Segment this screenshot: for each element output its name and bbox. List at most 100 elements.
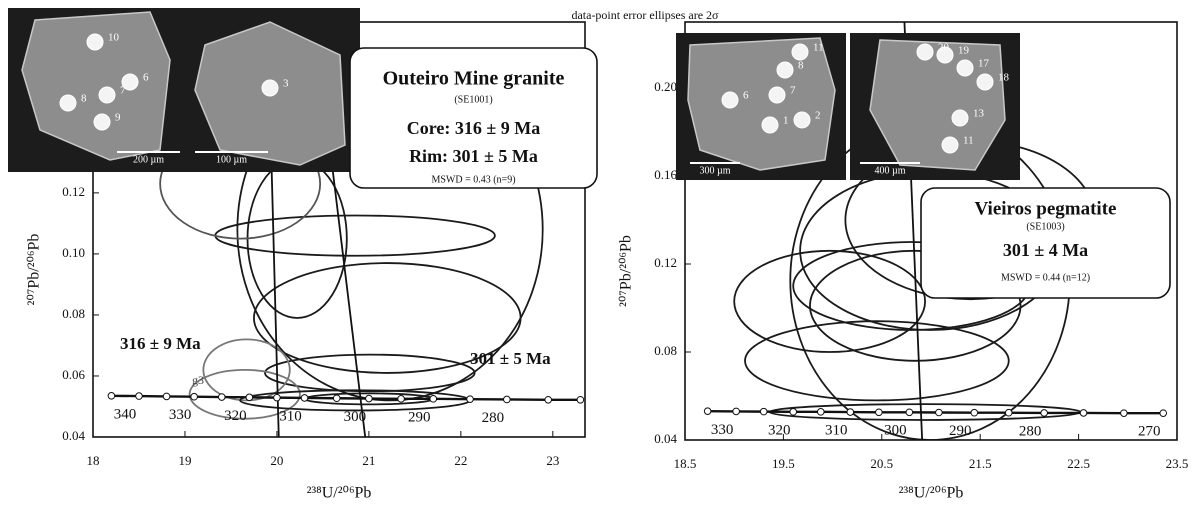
error-ellipse <box>253 262 522 374</box>
concordia-point <box>789 408 798 416</box>
x-axis-label: ²³⁸U/²⁰⁶Pb <box>307 485 372 502</box>
concordia-point <box>703 407 712 415</box>
x-tick-label: 18.5 <box>674 456 697 471</box>
annotation: 316 ± 9 Ma <box>120 334 201 353</box>
annotation: g3 <box>192 373 204 387</box>
age-label: 330 <box>711 422 734 438</box>
spot-label: 19 <box>958 45 970 57</box>
analysis-spot <box>98 86 116 104</box>
x-axis-label: ²³⁸U/²⁰⁶Pb <box>899 485 964 502</box>
y-tick-label: 0.04 <box>62 428 85 443</box>
concordia-point <box>846 408 855 416</box>
spot-label: 17 <box>978 58 990 70</box>
scale-bar-label: 200 µm <box>133 154 164 165</box>
y-tick-label: 0.10 <box>62 245 85 260</box>
y-tick-label: 0.08 <box>654 343 677 358</box>
spot-label: 7 <box>120 85 126 97</box>
concordia-point <box>190 392 198 401</box>
age-label: 300 <box>344 409 367 425</box>
concordia-point <box>503 395 511 404</box>
spot-label: 1 <box>783 115 789 127</box>
spot-label: 10 <box>108 32 120 44</box>
error-ellipse <box>744 320 1010 402</box>
x-tick-label: 20 <box>270 453 283 468</box>
concordia-point <box>107 392 116 400</box>
analysis-spot <box>941 136 959 154</box>
y-tick-label: 0.20 <box>654 79 677 94</box>
analysis-spot <box>793 111 811 129</box>
y-tick-label: 0.16 <box>654 167 677 182</box>
x-tick-label: 21.5 <box>969 456 992 471</box>
analysis-spot <box>86 33 104 51</box>
analysis-spot <box>59 94 77 112</box>
spot-label: 20 <box>938 42 950 54</box>
y-tick-label: 0.08 <box>62 306 85 321</box>
concordia-point <box>1120 409 1128 417</box>
concordia-point <box>1004 408 1013 417</box>
note: data-point error ellipses are 2σ <box>571 8 719 22</box>
spot-label: 3 <box>283 78 289 90</box>
error-ellipse <box>733 249 926 353</box>
result-text: (SE1001) <box>454 94 492 105</box>
spot-label: 8 <box>81 93 87 105</box>
error-ellipse <box>246 158 348 319</box>
result-text: Outeiro Mine granite <box>383 68 565 90</box>
analysis-spot <box>761 116 779 134</box>
analysis-spot <box>956 59 974 77</box>
concordia-point <box>544 395 553 404</box>
concordia-point <box>576 395 585 404</box>
spot-label: 13 <box>973 108 985 120</box>
mineral-grain <box>687 37 836 171</box>
error-ellipse <box>214 214 496 257</box>
concordia-point <box>332 394 341 403</box>
spot-label: 9 <box>115 112 121 124</box>
spot-label: 18 <box>998 72 1010 84</box>
spot-label: 11 <box>813 42 824 54</box>
result-text: Core: 316 ± 9 Ma <box>407 118 541 138</box>
age-label: 340 <box>114 407 137 423</box>
age-label: 290 <box>408 409 431 425</box>
spot-label: 11 <box>963 135 974 147</box>
y-axis-label: ²⁰⁷Pb/²⁰⁶Pb <box>618 235 635 307</box>
analysis-spot <box>976 73 994 91</box>
age-label: 320 <box>224 408 247 424</box>
plot-frame <box>684 21 1178 441</box>
result-text: Rim: 301 ± 5 Ma <box>409 146 538 166</box>
concordia-point <box>1040 409 1048 417</box>
concordia-point <box>905 408 914 417</box>
age-label: 320 <box>768 422 791 438</box>
analysis-spot <box>916 43 934 61</box>
analysis-spot <box>776 61 794 79</box>
result-text: 301 ± 4 Ma <box>1003 240 1088 260</box>
x-tick-label: 21 <box>362 453 375 468</box>
concordia-point <box>466 395 474 403</box>
age-label: 280 <box>1019 423 1042 439</box>
concordia-point <box>970 408 979 417</box>
scale-bar-label: 400 µm <box>874 165 905 176</box>
concordia-point <box>1079 409 1088 417</box>
spot-label: 2 <box>815 110 821 122</box>
analysis-spot <box>951 109 969 127</box>
x-tick-label: 18 <box>87 453 100 468</box>
analysis-spot <box>721 91 739 109</box>
x-tick-label: 22 <box>454 453 467 468</box>
concordia-point <box>273 393 281 402</box>
x-tick-label: 19 <box>178 453 191 468</box>
concordia-point <box>135 392 143 400</box>
analysis-spot <box>768 86 786 104</box>
scale-bar-label: 100 µm <box>216 154 247 165</box>
result-box <box>920 187 1171 299</box>
concordia-point <box>1159 409 1168 417</box>
scale-bar-label: 300 µm <box>699 165 730 176</box>
y-tick-label: 0.12 <box>654 255 677 270</box>
result-text: Vieiros pegmatite <box>975 198 1117 219</box>
concordia-point <box>162 392 171 401</box>
concordia-curve <box>111 394 581 401</box>
concordia-point <box>935 408 943 417</box>
age-label: 290 <box>949 423 972 439</box>
age-label: 270 <box>1138 424 1161 440</box>
result-box <box>349 47 598 189</box>
error-ellipse <box>202 338 291 402</box>
y-tick-label: 0.06 <box>62 367 85 382</box>
spot-label: 7 <box>790 85 796 97</box>
